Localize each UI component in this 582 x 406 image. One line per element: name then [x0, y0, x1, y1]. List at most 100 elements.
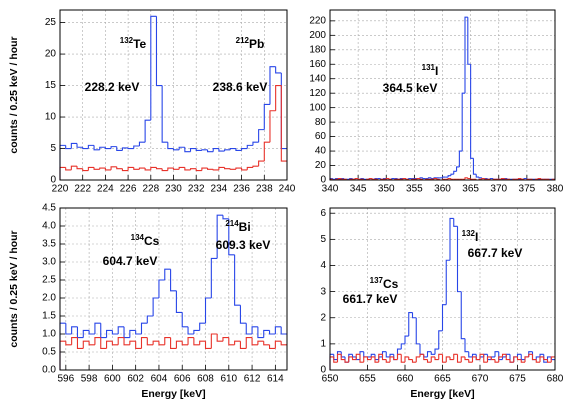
histogram-bin — [207, 149, 214, 153]
histogram-bin — [498, 356, 503, 363]
x-tick-label: 345 — [350, 184, 367, 195]
histogram-bin — [478, 177, 482, 179]
histogram-bin — [438, 353, 443, 360]
histogram-bin — [71, 337, 78, 345]
histogram-bin — [269, 66, 276, 105]
histogram-bin — [110, 146, 117, 149]
x-tick-label: 370 — [490, 184, 507, 195]
energy-label: 667.7 keV — [468, 246, 523, 260]
histogram-bin — [419, 343, 424, 355]
histogram-bin — [241, 147, 248, 151]
histogram-bin — [374, 354, 379, 361]
histogram-bin — [535, 359, 540, 363]
histogram-bin — [245, 323, 253, 335]
histogram-bin — [378, 353, 383, 363]
histogram-bin — [111, 341, 119, 346]
histogram-bin — [65, 341, 72, 346]
histogram-bin — [329, 356, 334, 370]
histogram-bin — [201, 167, 208, 171]
x-tick-label: 224 — [97, 184, 114, 195]
y-tick-label: 1 — [320, 339, 326, 350]
y-axis-label: counts / 0.25 keV / hour — [8, 36, 20, 153]
mass-number: 212 — [236, 36, 250, 45]
histogram-bin — [280, 85, 287, 162]
x-tick-label: 365 — [462, 184, 479, 195]
histogram-bin — [348, 356, 353, 363]
histogram-bin — [333, 354, 338, 361]
histogram-bin — [385, 351, 390, 358]
histogram-bin — [144, 119, 151, 143]
histogram-bin — [426, 351, 432, 357]
histogram-bin — [172, 168, 180, 170]
isotope-label: 131I — [422, 63, 439, 78]
histogram-bin — [408, 356, 413, 361]
x-tick-label: 608 — [197, 374, 214, 385]
x-tick-label: 665 — [434, 374, 451, 385]
histogram-bin — [59, 340, 66, 370]
histogram-bin — [405, 178, 409, 180]
histogram-bin — [404, 335, 409, 344]
histogram-bin — [483, 354, 488, 363]
y-tick-label: 2.5 — [42, 275, 56, 286]
histogram-bin — [82, 168, 89, 172]
histogram-bin — [340, 354, 345, 361]
histogram-bin — [490, 356, 495, 361]
x-tick-label: 350 — [378, 184, 395, 195]
histogram-bin — [258, 129, 265, 143]
panel: 0 20 40 60 80 100 120 140 160 180 200 220 340 345 350 3… — [309, 10, 564, 195]
histogram-bin — [475, 356, 480, 361]
histogram-bin — [170, 269, 177, 292]
histogram-bin — [370, 353, 375, 357]
histogram-bin — [336, 351, 342, 360]
histogram-bin — [449, 217, 454, 261]
histogram-bin — [138, 167, 146, 170]
histogram-bin — [199, 340, 206, 345]
histogram-bin — [351, 354, 357, 358]
isotope-label: 132Te — [120, 36, 147, 51]
histogram-bin — [543, 356, 548, 361]
histogram-bin — [235, 148, 242, 151]
histogram-bin — [187, 326, 194, 335]
mass-number: 214 — [225, 219, 239, 228]
histogram-bin — [475, 174, 480, 178]
histogram-bin — [520, 354, 525, 361]
histogram-bin — [161, 168, 168, 172]
x-tick-label: 606 — [174, 374, 191, 385]
histogram-bin — [333, 356, 338, 363]
histogram-bin — [441, 354, 447, 363]
histogram-bin — [263, 141, 270, 162]
y-tick-label: 60 — [315, 131, 327, 142]
x-tick-label: 375 — [519, 184, 536, 195]
histogram-bin — [445, 356, 450, 363]
histogram-bin — [59, 322, 66, 370]
histogram-bin — [411, 312, 417, 319]
histogram-bin — [385, 178, 390, 180]
histogram-bin — [359, 354, 364, 363]
y-tick-label: 20 — [45, 49, 57, 60]
histogram-bin — [458, 150, 463, 167]
histogram-bin — [436, 178, 440, 180]
y-axis-label: counts / 0.25 keV / hour — [8, 230, 20, 347]
y-tick-label: 15 — [45, 80, 57, 91]
histogram-bin — [513, 356, 518, 363]
x-axis-label: Energy [keV] — [410, 388, 474, 400]
histogram-bin — [184, 167, 191, 171]
x-tick-label: 226 — [120, 184, 137, 195]
y-tick-label: 0 — [320, 175, 326, 186]
energy-label: 661.7 keV — [343, 292, 398, 306]
histogram-bin — [486, 356, 492, 363]
histogram-bin — [158, 341, 165, 346]
histogram-bin — [340, 178, 345, 180]
histogram-bin — [222, 337, 229, 342]
plot-frame — [59, 207, 288, 371]
histogram-bin — [111, 330, 119, 335]
histogram-bin — [76, 166, 83, 170]
histogram-bin — [65, 167, 72, 171]
histogram-bin — [274, 340, 282, 349]
histogram-bin — [88, 330, 95, 335]
y-tick-label: 10 — [45, 112, 57, 123]
histogram-bin — [218, 148, 225, 152]
x-tick-label: 220 — [52, 184, 69, 195]
